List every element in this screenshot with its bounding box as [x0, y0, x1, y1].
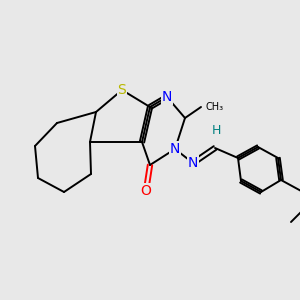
Text: O: O — [141, 184, 152, 198]
Text: H: H — [211, 124, 221, 136]
Text: N: N — [188, 156, 198, 170]
Text: S: S — [118, 83, 126, 97]
Text: N: N — [162, 90, 172, 104]
Text: CH₃: CH₃ — [205, 102, 223, 112]
Text: N: N — [170, 142, 180, 156]
